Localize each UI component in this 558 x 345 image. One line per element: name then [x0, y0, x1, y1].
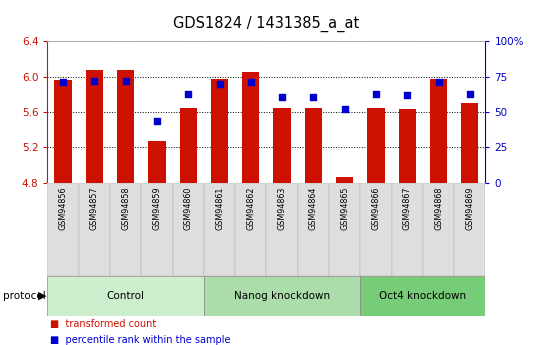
Bar — [117, 70, 134, 183]
Text: GSM94866: GSM94866 — [372, 187, 381, 230]
Bar — [367, 108, 384, 183]
FancyBboxPatch shape — [47, 183, 79, 276]
Bar — [55, 80, 71, 183]
FancyBboxPatch shape — [172, 183, 204, 276]
Point — [309, 94, 318, 99]
Text: ■  transformed count: ■ transformed count — [50, 319, 156, 329]
FancyBboxPatch shape — [298, 183, 329, 276]
Text: GSM94859: GSM94859 — [152, 187, 161, 230]
Point — [184, 91, 193, 97]
Bar — [204, 276, 360, 316]
Bar — [86, 70, 103, 183]
Text: GSM94858: GSM94858 — [121, 187, 130, 230]
Text: Control: Control — [107, 291, 145, 301]
FancyBboxPatch shape — [392, 183, 423, 276]
Bar — [273, 108, 291, 183]
Bar — [360, 276, 485, 316]
FancyBboxPatch shape — [110, 183, 141, 276]
Point — [278, 94, 287, 99]
Point — [246, 80, 255, 85]
FancyBboxPatch shape — [454, 183, 485, 276]
Text: GSM94865: GSM94865 — [340, 187, 349, 230]
Text: GDS1824 / 1431385_a_at: GDS1824 / 1431385_a_at — [174, 16, 359, 32]
Point — [372, 91, 381, 97]
Bar — [242, 72, 259, 183]
Point — [434, 80, 443, 85]
Point — [59, 80, 68, 85]
Point — [215, 81, 224, 87]
Text: ▶: ▶ — [38, 291, 46, 301]
FancyBboxPatch shape — [267, 183, 298, 276]
Text: GSM94856: GSM94856 — [59, 187, 68, 230]
Bar — [461, 103, 478, 183]
FancyBboxPatch shape — [204, 183, 235, 276]
Bar — [430, 79, 447, 183]
Bar — [180, 108, 197, 183]
Point — [90, 78, 99, 84]
Text: ■  percentile rank within the sample: ■ percentile rank within the sample — [50, 335, 230, 345]
Text: Nanog knockdown: Nanog knockdown — [234, 291, 330, 301]
Point — [152, 118, 161, 124]
Point — [403, 92, 412, 98]
FancyBboxPatch shape — [79, 183, 110, 276]
Bar — [398, 109, 416, 183]
Bar — [47, 276, 204, 316]
Text: GSM94863: GSM94863 — [277, 187, 287, 230]
FancyBboxPatch shape — [360, 183, 392, 276]
Point — [465, 91, 474, 97]
Text: GSM94861: GSM94861 — [215, 187, 224, 230]
Point — [121, 78, 130, 84]
Text: Oct4 knockdown: Oct4 knockdown — [379, 291, 466, 301]
FancyBboxPatch shape — [235, 183, 267, 276]
Bar — [211, 79, 228, 183]
FancyBboxPatch shape — [423, 183, 454, 276]
FancyBboxPatch shape — [141, 183, 172, 276]
Bar — [305, 108, 322, 183]
Text: GSM94860: GSM94860 — [184, 187, 193, 230]
Text: GSM94869: GSM94869 — [465, 187, 474, 230]
Bar — [336, 177, 353, 183]
Text: GSM94867: GSM94867 — [403, 187, 412, 230]
FancyBboxPatch shape — [329, 183, 360, 276]
Text: GSM94857: GSM94857 — [90, 187, 99, 230]
Point — [340, 107, 349, 112]
Text: GSM94864: GSM94864 — [309, 187, 318, 230]
Text: GSM94862: GSM94862 — [246, 187, 256, 230]
Text: GSM94868: GSM94868 — [434, 187, 443, 230]
Bar — [148, 141, 166, 183]
Text: protocol: protocol — [3, 291, 46, 301]
